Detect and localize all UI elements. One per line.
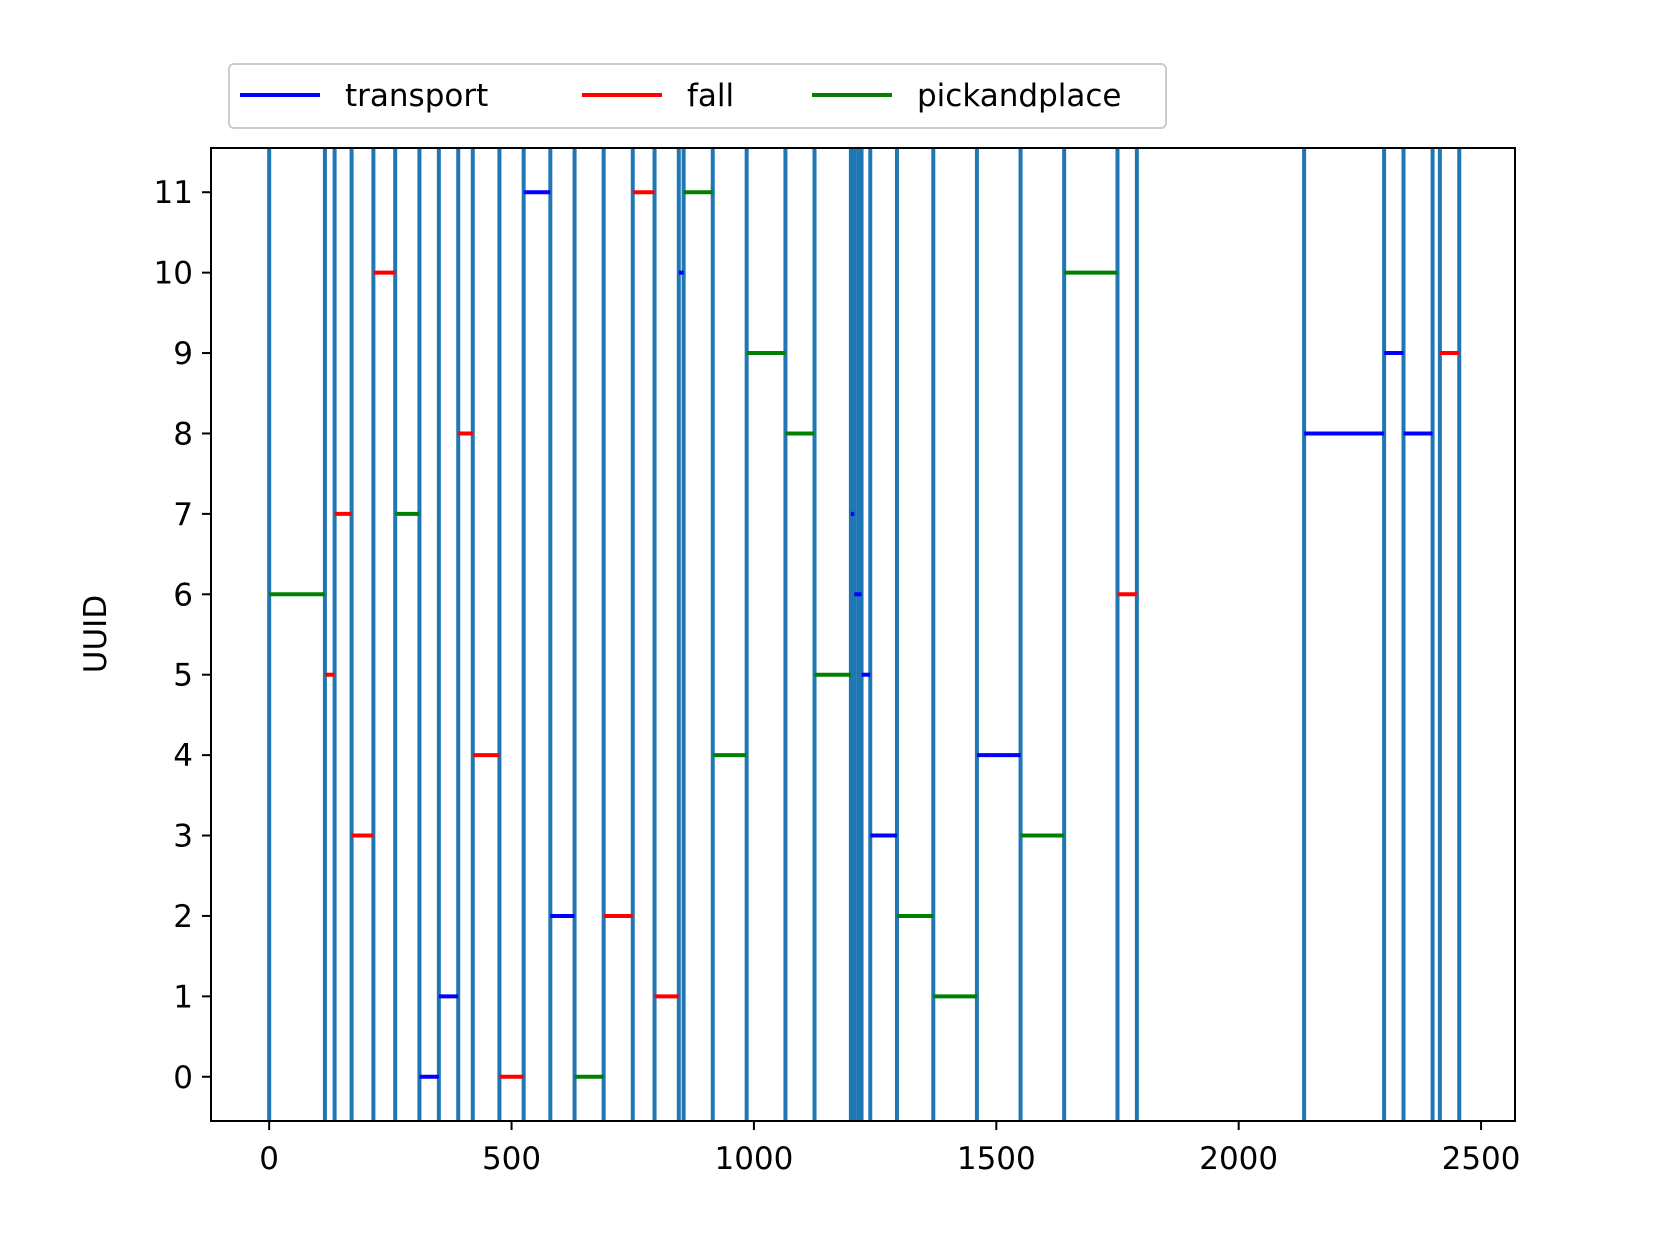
y-tick-label: 2 bbox=[173, 899, 193, 935]
y-tick-label: 7 bbox=[173, 497, 193, 533]
legend-frame bbox=[228, 63, 1167, 129]
y-tick-label: 0 bbox=[173, 1060, 193, 1096]
y-axis-ticks: 0 1 2 3 4 5 6 7 8 9 10 11 bbox=[154, 175, 211, 1096]
y-tick-label: 1 bbox=[173, 979, 193, 1015]
x-axis-ticks: 0 500 1000 1500 2000 2500 bbox=[259, 1121, 1521, 1177]
x-tick-label: 500 bbox=[482, 1141, 541, 1177]
x-tick-label: 1500 bbox=[957, 1141, 1036, 1177]
legend-label-pickandplace: pickandplace bbox=[917, 78, 1121, 114]
activity-segments bbox=[269, 190, 1460, 1079]
legend: transport fall pickandplace bbox=[228, 63, 1167, 129]
y-tick-label: 6 bbox=[173, 577, 193, 613]
legend-label-fall: fall bbox=[687, 78, 734, 114]
y-tick-label: 8 bbox=[173, 416, 193, 452]
x-tick-label: 2500 bbox=[1442, 1141, 1521, 1177]
y-tick-label: 4 bbox=[173, 738, 193, 774]
y-tick-label: 3 bbox=[173, 819, 193, 855]
x-tick-label: 1000 bbox=[714, 1141, 793, 1177]
axes-frame bbox=[210, 147, 1516, 1122]
x-tick-label: 0 bbox=[259, 1141, 279, 1177]
y-tick-label: 9 bbox=[173, 336, 193, 372]
x-tick-label: 2000 bbox=[1199, 1141, 1278, 1177]
y-tick-label: 5 bbox=[173, 658, 193, 694]
y-tick-label: 10 bbox=[154, 256, 193, 292]
y-tick-label: 11 bbox=[154, 175, 193, 211]
y-axis-label: UUID bbox=[78, 595, 114, 673]
legend-label-transport: transport bbox=[345, 78, 488, 114]
vertical-lines bbox=[267, 148, 1462, 1121]
